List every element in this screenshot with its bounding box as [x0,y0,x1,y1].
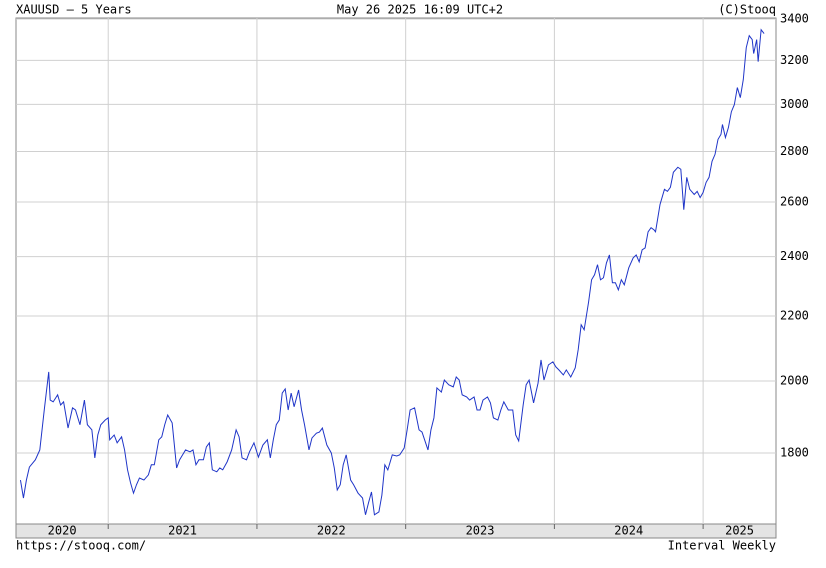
y-tick-label: 2000 [780,374,809,388]
plot-frame [15,17,777,525]
x-tick-label: 2022 [317,524,346,538]
x-tick-label: 2023 [466,524,495,538]
y-tick-label: 3400 [780,12,809,26]
y-tick-label: 2400 [780,249,809,263]
y-tick-label: 2800 [780,144,809,158]
timestamp: May 26 2025 16:09 UTC+2 [337,3,503,17]
y-tick-label: 3200 [780,53,809,67]
y-tick-label: 3000 [780,97,809,111]
x-tick-label: 2025 [725,524,754,538]
y-tick-label: 2200 [780,309,809,323]
source-url: https://stooq.com/ [16,539,146,553]
x-axis-band [15,523,777,539]
x-tick-label: 2021 [168,524,197,538]
x-tick-label: 2020 [48,524,77,538]
interval-note: Interval Weekly [668,539,776,553]
x-tick-label: 2024 [614,524,643,538]
y-tick-label: 1800 [780,445,809,459]
y-tick-label: 2600 [780,195,809,209]
price-line [19,28,765,516]
copyright: (C)Stooq [718,3,776,17]
chart-title: XAUUSD – 5 Years [16,3,132,17]
